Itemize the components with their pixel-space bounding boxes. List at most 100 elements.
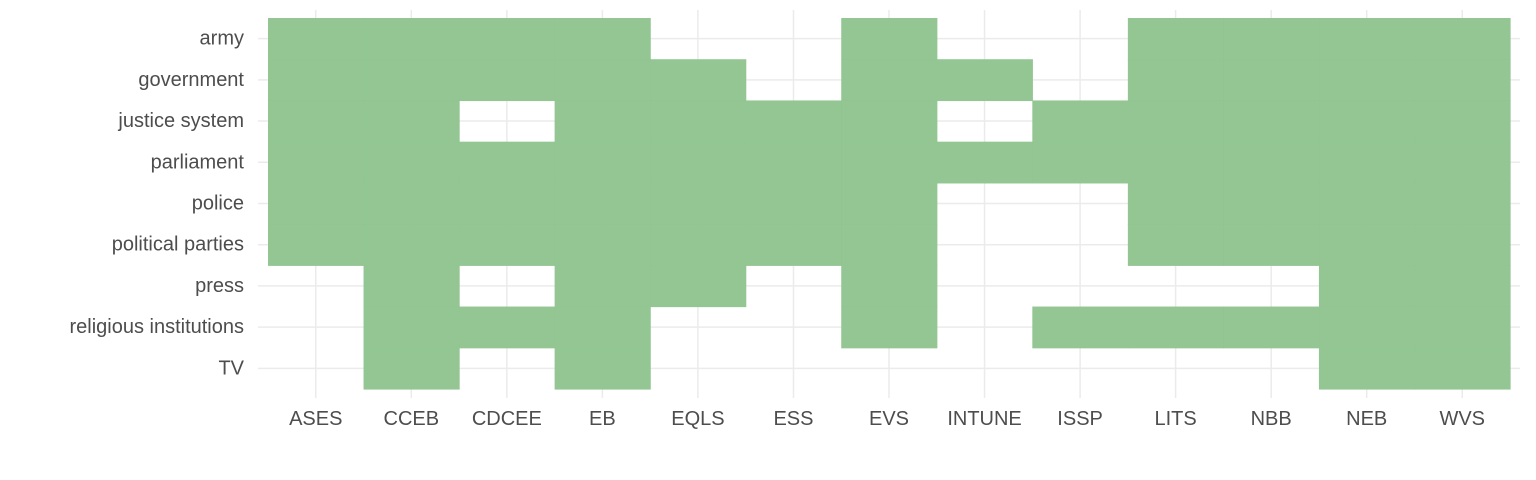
- heatmap-cell: [1223, 141, 1320, 184]
- heatmap-cell: [1032, 306, 1129, 349]
- heatmap-cell: [841, 59, 938, 102]
- heatmap-cell: [1318, 306, 1416, 349]
- heatmap-cell: [650, 265, 747, 308]
- y-axis-labels: army government justice system parliament po…: [69, 28, 244, 380]
- heatmap-cell: [459, 59, 556, 102]
- heatmap-cell: [363, 141, 460, 184]
- heatmap-cell: [1414, 306, 1511, 349]
- x-tick-label: NEB: [1346, 408, 1387, 430]
- heatmap-cell: [841, 18, 938, 60]
- heatmap-cell: [1318, 347, 1416, 390]
- heatmap-cell: [1414, 347, 1511, 390]
- heatmap-cell: [554, 59, 651, 102]
- heatmap-cell: [554, 306, 651, 349]
- heatmap-cell: [1414, 182, 1511, 225]
- y-tick-label: justice system: [117, 110, 244, 132]
- heatmap-cell: [554, 182, 651, 225]
- heatmap-cell: [1414, 141, 1511, 184]
- x-tick-label: WVS: [1439, 408, 1485, 430]
- heatmap-cell: [1223, 224, 1320, 266]
- heatmap-cell: [841, 100, 938, 143]
- heatmap-cell: [1032, 100, 1129, 143]
- y-tick-label: army: [200, 28, 244, 50]
- heatmap-cell: [1414, 100, 1511, 143]
- heatmap-cell: [1318, 141, 1416, 184]
- heatmap-cell: [1318, 59, 1416, 102]
- x-axis-labels: ASES CCEB CDCEE EB EQLS ESS EVS INTUNE ISSP LITS N…: [289, 408, 1485, 430]
- heatmap-cell: [841, 224, 938, 266]
- heatmap-cell: [363, 224, 460, 266]
- heatmap-cell: [1318, 224, 1416, 266]
- x-tick-label: EQLS: [671, 408, 724, 430]
- heatmap-cell: [1318, 182, 1416, 225]
- heatmap-cell: [650, 59, 747, 102]
- x-tick-label: EB: [589, 408, 616, 430]
- heatmap-cell: [268, 59, 365, 102]
- heatmap-cell: [363, 18, 460, 60]
- heatmap-cell: [745, 182, 842, 225]
- heatmap-cell: [1223, 18, 1320, 60]
- x-tick-label: CCEB: [384, 408, 440, 430]
- heatmap-cell: [650, 141, 747, 184]
- x-tick-label: ISSP: [1057, 408, 1103, 430]
- x-tick-label: NBB: [1251, 408, 1292, 430]
- heatmap-cell: [650, 224, 747, 266]
- x-tick-label: LITS: [1155, 408, 1197, 430]
- heatmap-cells: [268, 18, 1511, 390]
- heatmap-cell: [363, 59, 460, 102]
- heatmap-cell: [459, 224, 556, 266]
- y-tick-label: religious institutions: [69, 316, 244, 338]
- heatmap-cell: [1414, 224, 1511, 266]
- heatmap-cell: [1127, 59, 1224, 102]
- heatmap-cell: [745, 100, 842, 143]
- x-tick-label: ASES: [289, 408, 342, 430]
- heatmap-cell: [268, 141, 365, 184]
- heatmap-cell: [459, 306, 556, 349]
- heatmap-cell: [554, 18, 651, 60]
- y-tick-label: press: [195, 275, 244, 297]
- heatmap-cell: [459, 141, 556, 184]
- heatmap-cell: [1318, 100, 1416, 143]
- heatmap-cell: [554, 224, 651, 266]
- heatmap-cell: [650, 100, 747, 143]
- heatmap-cell: [459, 182, 556, 225]
- heatmap-cell: [841, 141, 938, 184]
- heatmap-cell: [650, 182, 747, 225]
- heatmap-cell: [554, 265, 651, 308]
- heatmap-cell: [459, 18, 556, 60]
- heatmap-cell: [936, 141, 1033, 184]
- heatmap-cell: [1414, 18, 1511, 60]
- x-tick-label: CDCEE: [472, 408, 542, 430]
- heatmap-cell: [1318, 18, 1416, 60]
- x-tick-label: ESS: [773, 408, 813, 430]
- heatmap-cell: [1127, 224, 1224, 266]
- heatmap-cell: [936, 59, 1033, 102]
- heatmap-cell: [1127, 18, 1224, 60]
- heatmap-cell: [268, 18, 365, 60]
- heatmap-cell: [745, 141, 842, 184]
- y-tick-label: government: [138, 69, 244, 91]
- heatmap-cell: [363, 182, 460, 225]
- heatmap-cell: [1127, 182, 1224, 225]
- heatmap-cell: [1127, 306, 1224, 349]
- heatmap-cell: [554, 347, 651, 390]
- heatmap-cell: [1032, 141, 1129, 184]
- heatmap-cell: [1223, 182, 1320, 225]
- heatmap-cell: [1223, 59, 1320, 102]
- heatmap-cell: [363, 100, 460, 143]
- heatmap-cell: [554, 141, 651, 184]
- heatmap-cell: [1127, 141, 1224, 184]
- heatmap-cell: [1223, 306, 1320, 349]
- heatmap-cell: [1414, 265, 1511, 308]
- heatmap-cell: [554, 100, 651, 143]
- heatmap-cell: [1318, 265, 1416, 308]
- y-tick-label: parliament: [151, 151, 245, 173]
- y-tick-label: TV: [218, 357, 244, 379]
- heatmap-cell: [745, 224, 842, 266]
- heatmap-cell: [268, 100, 365, 143]
- x-tick-label: INTUNE: [947, 408, 1021, 430]
- heatmap-cell: [363, 306, 460, 349]
- heatmap-cell: [268, 224, 365, 266]
- heatmap-cell: [1414, 59, 1511, 102]
